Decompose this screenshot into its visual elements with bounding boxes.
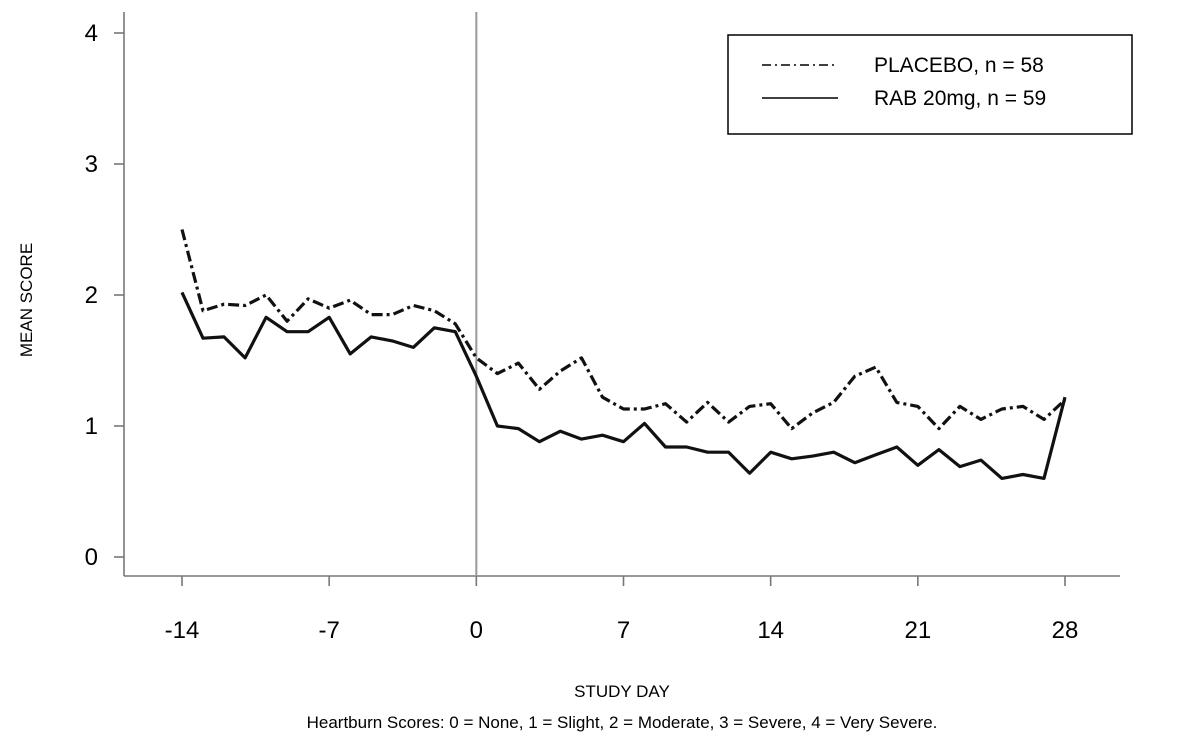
x-tick-label: 28 xyxy=(1052,617,1079,644)
legend-placebo-label: PLACEBO, n = 58 xyxy=(874,54,1044,77)
legend-rab-label: RAB 20mg, n = 59 xyxy=(874,87,1046,110)
x-axis-ticks: -14 -7 0 7 14 21 28 xyxy=(165,576,1079,644)
x-tick-label: 21 xyxy=(904,617,931,644)
x-tick-label: -7 xyxy=(318,617,339,644)
y-tick-label: 0 xyxy=(85,544,98,571)
legend: PLACEBO, n = 58 RAB 20mg, n = 59 xyxy=(727,34,1133,135)
y-tick-label: 1 xyxy=(85,413,98,440)
legend-box xyxy=(727,34,1133,135)
x-tick-label: 0 xyxy=(470,617,483,644)
placebo-series-line xyxy=(180,229,1067,431)
x-tick-label: 14 xyxy=(757,617,784,644)
rab-series-line xyxy=(180,291,1067,480)
y-axis-ticks: 0 1 2 3 4 xyxy=(85,20,124,571)
chart-caption: Heartburn Scores: 0 = None, 1 = Slight, … xyxy=(307,713,938,732)
x-tick-label: -14 xyxy=(165,617,200,644)
y-tick-label: 2 xyxy=(85,282,98,309)
series-layer xyxy=(180,229,1067,480)
y-axis-label: MEAN SCORE xyxy=(17,243,36,357)
chart-axes xyxy=(123,12,1120,577)
x-tick-label: 7 xyxy=(617,617,630,644)
x-axis-label: STUDY DAY xyxy=(574,682,670,701)
y-tick-label: 4 xyxy=(85,20,98,47)
y-tick-label: 3 xyxy=(85,151,98,178)
